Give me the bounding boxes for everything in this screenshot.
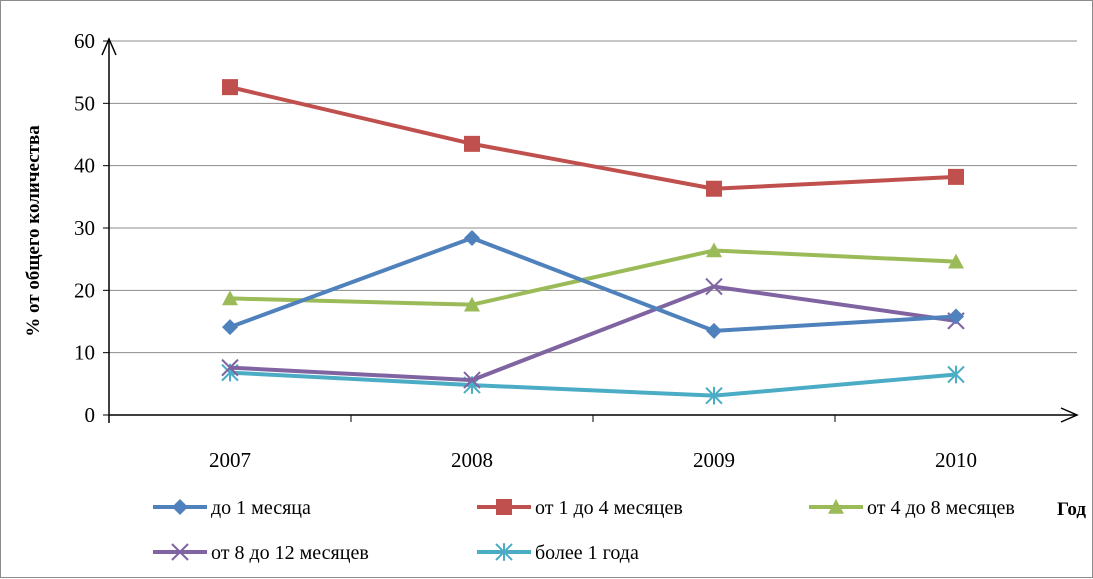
legend-item: от 1 до 4 месяцев — [477, 497, 683, 519]
series-5 — [221, 363, 965, 405]
y-tick-label: 0 — [85, 403, 96, 427]
data-point — [222, 290, 238, 306]
x-axis-title: Год — [1057, 499, 1086, 520]
y-tick-label: 50 — [74, 91, 95, 115]
series-line — [229, 85, 957, 191]
data-point — [464, 296, 480, 312]
legend-label: до 1 месяца — [211, 497, 311, 519]
y-tick-labels: 0 10 20 30 40 50 60 — [74, 29, 95, 427]
legend-marker — [496, 499, 512, 515]
data-point — [706, 322, 722, 339]
legend-item: от 8 до 12 месяцев — [153, 542, 369, 564]
data-point — [222, 79, 238, 96]
series-line — [229, 248, 957, 307]
data-point — [222, 319, 238, 336]
legend-label: более 1 года — [535, 542, 639, 564]
series-3 — [222, 242, 964, 312]
y-tick-label: 30 — [74, 216, 95, 240]
gridlines — [109, 40, 1077, 354]
series-1 — [222, 229, 964, 339]
data-point — [948, 253, 964, 269]
legend-label: от 4 до 8 месяцев — [867, 497, 1015, 519]
y-tick-label: 10 — [74, 341, 95, 365]
series-line — [229, 284, 957, 383]
data-point — [706, 180, 722, 197]
legend-marker — [828, 499, 844, 514]
data-point — [948, 308, 964, 325]
y-axis-arrow — [101, 37, 117, 56]
x-tick-label: 2008 — [451, 448, 493, 472]
data-point — [221, 358, 239, 377]
x-tick-label: 2010 — [935, 448, 977, 472]
legend-marker — [495, 543, 513, 561]
data-point — [463, 371, 481, 389]
x-axis-arrow — [1060, 407, 1079, 423]
y-axis-title: % от общего количества — [23, 125, 44, 337]
x-tick-labels: 2007 2008 2009 2010 — [209, 448, 977, 472]
legend: до 1 месяца от 1 до 4 месяцев от 4 до 8 ме… — [153, 497, 1015, 564]
series-2 — [222, 79, 964, 197]
series-layer — [221, 79, 965, 405]
data-point — [464, 229, 480, 246]
x-tick-label: 2007 — [209, 448, 251, 472]
legend-item: от 4 до 8 месяцев — [809, 497, 1015, 519]
series-line — [229, 370, 957, 398]
axes — [101, 37, 1079, 423]
x-tick-label: 2009 — [693, 448, 735, 472]
legend-marker — [172, 499, 188, 515]
data-point — [947, 365, 965, 384]
data-point — [948, 168, 964, 185]
y-tick-label: 40 — [74, 154, 95, 178]
legend-label: от 1 до 4 месяцев — [535, 497, 683, 519]
y-tick-label: 20 — [74, 278, 95, 302]
series-line — [229, 235, 957, 333]
legend-item: до 1 месяца — [153, 497, 311, 519]
data-point — [705, 386, 723, 405]
y-tick-label: 60 — [74, 29, 95, 53]
legend-label: от 8 до 12 месяцев — [211, 542, 369, 564]
data-point — [464, 135, 480, 152]
data-point — [706, 242, 722, 258]
series-4 — [221, 277, 965, 389]
data-point — [705, 277, 723, 296]
legend-marker — [171, 543, 189, 561]
legend-item: более 1 года — [477, 542, 639, 564]
